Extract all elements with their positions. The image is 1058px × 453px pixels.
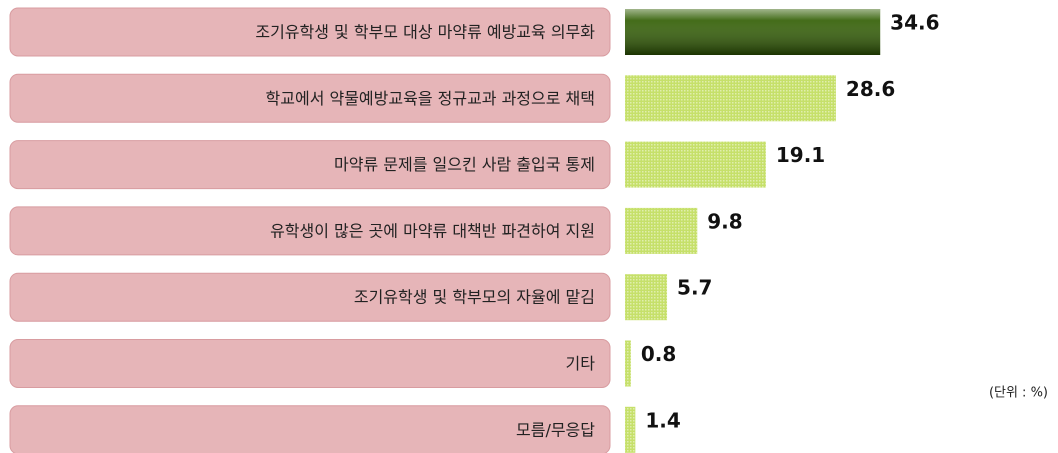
value-label: 19.1 <box>776 143 825 167</box>
label-box <box>9 206 611 256</box>
bar-texture <box>625 9 881 55</box>
value-label: 34.6 <box>890 11 939 35</box>
bar-texture <box>625 75 836 122</box>
label-box <box>9 140 611 190</box>
category-label: 마약류 문제를 일으킨 사람 출입국 통제 <box>334 155 595 174</box>
value-label: 9.8 <box>707 209 742 233</box>
bar-texture <box>625 340 631 387</box>
value-label: 5.7 <box>677 276 712 300</box>
bar-texture <box>625 141 766 188</box>
value-label: 28.6 <box>846 77 895 101</box>
label-box <box>9 73 611 123</box>
bar-texture <box>625 207 698 254</box>
label-box <box>9 7 611 57</box>
label-box <box>9 405 611 453</box>
value-label: 0.8 <box>641 342 676 366</box>
unit-note: (단위 : %) <box>989 386 1048 401</box>
category-label: 유학생이 많은 곳에 마약류 대책반 파견하여 지원 <box>270 221 595 240</box>
category-label: 조기유학생 및 학부모의 자율에 맡김 <box>354 288 595 307</box>
category-label: 학교에서 약물예방교육을 정규교과 과정으로 채택 <box>266 89 595 108</box>
category-label: 모름/무응답 <box>516 420 595 439</box>
bar-texture <box>625 406 636 453</box>
label-box <box>9 339 611 388</box>
label-box <box>9 272 611 322</box>
category-label: 기타 <box>566 354 596 373</box>
category-label: 조기유학생 및 학부모 대상 마약류 예방교육 의무화 <box>255 23 595 42</box>
value-label: 1.4 <box>645 408 680 432</box>
bar-texture <box>625 274 668 321</box>
